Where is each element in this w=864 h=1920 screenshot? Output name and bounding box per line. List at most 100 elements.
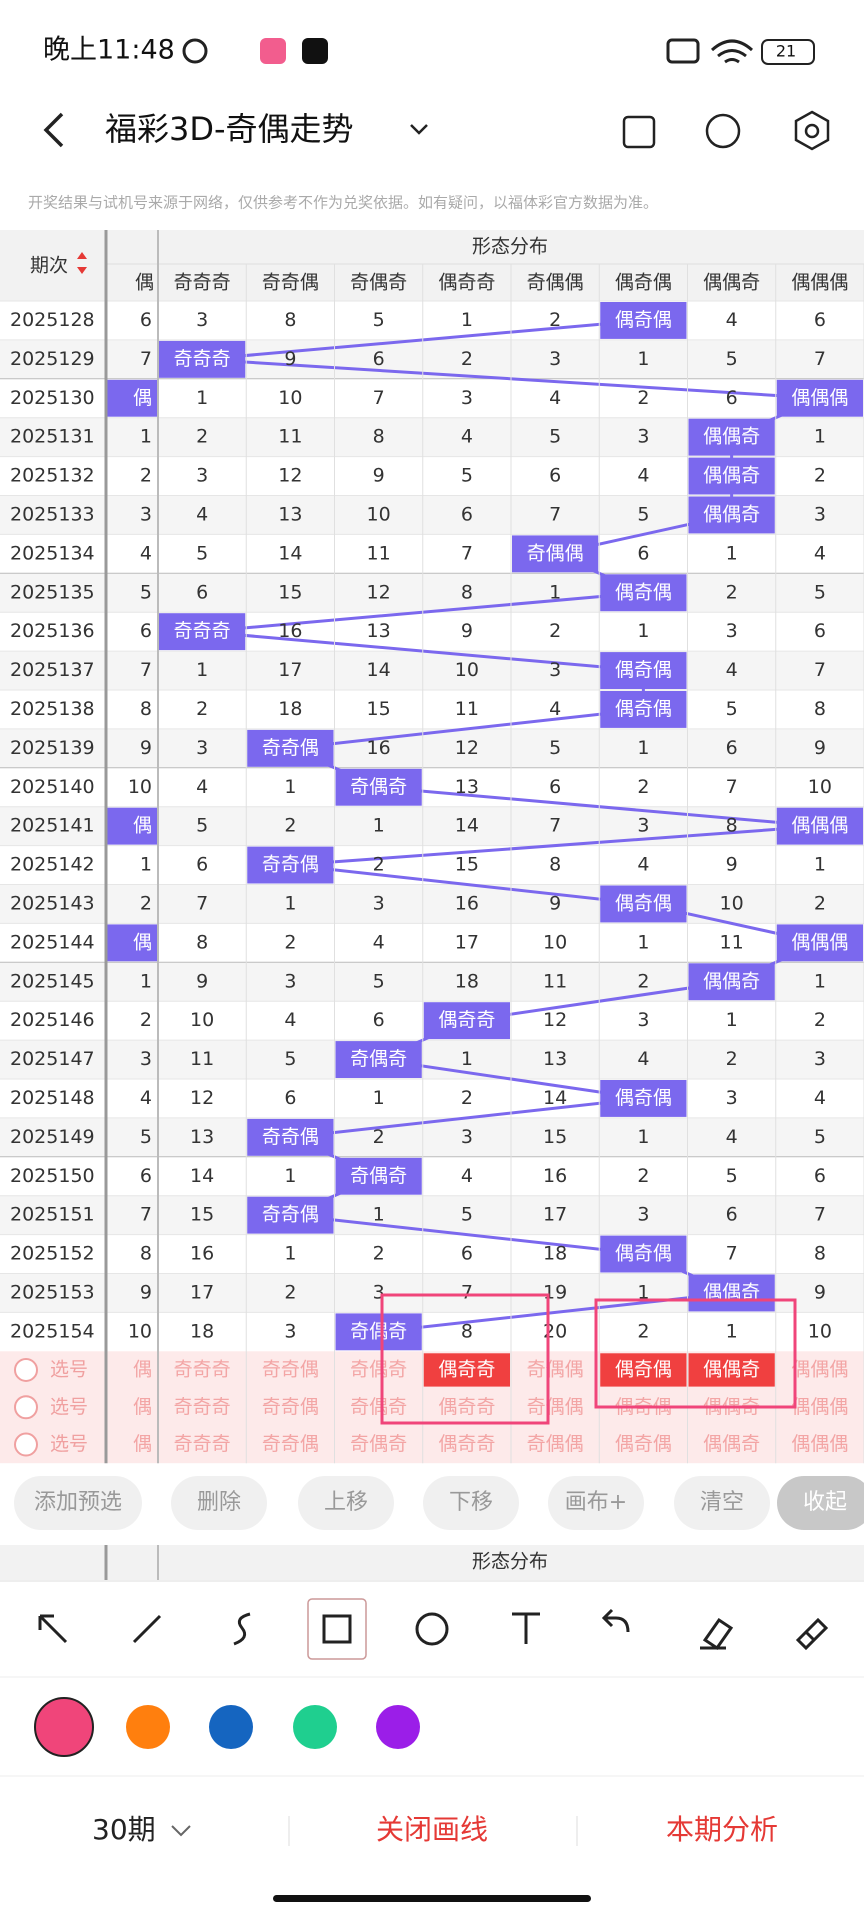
select-cell[interactable]: 偶奇偶	[615, 1433, 672, 1455]
title-dropdown[interactable]	[410, 124, 428, 135]
cell: 16	[543, 1165, 567, 1187]
cell: 2	[373, 1126, 385, 1148]
color-swatch[interactable]	[209, 1705, 253, 1749]
layout-button[interactable]	[622, 115, 656, 149]
select-cell[interactable]: 偶奇奇	[438, 1433, 495, 1455]
tool-undo[interactable]	[601, 1608, 630, 1633]
column-header: 偶偶奇	[703, 272, 760, 294]
tool-circle[interactable]	[415, 1612, 449, 1646]
settings-button[interactable]	[794, 110, 830, 151]
select-cell[interactable]: 奇偶奇	[350, 1396, 407, 1418]
cell: 7	[549, 815, 561, 837]
action-button[interactable]	[423, 1476, 519, 1530]
cell: 6	[140, 620, 152, 642]
action-button[interactable]	[548, 1476, 644, 1530]
color-swatch[interactable]	[376, 1705, 420, 1749]
action-label[interactable]: 收起	[803, 1490, 847, 1515]
select-cell[interactable]: 奇偶奇	[350, 1433, 407, 1455]
select-cell[interactable]: 奇偶奇	[350, 1358, 407, 1380]
select-cell[interactable]: 奇偶偶	[527, 1358, 584, 1380]
action-label[interactable]: 下移	[449, 1490, 493, 1515]
selected-cell[interactable]	[688, 1353, 775, 1387]
battery-icon	[761, 39, 815, 65]
select-cell[interactable]: 奇偶偶	[527, 1396, 584, 1418]
select-cell[interactable]: 偶偶偶	[791, 1396, 848, 1418]
analysis-button[interactable]: 本期分析	[666, 1813, 778, 1846]
action-label[interactable]: 删除	[197, 1490, 241, 1515]
tool-rect[interactable]	[322, 1614, 352, 1644]
color-swatch[interactable]	[34, 1697, 94, 1757]
cell: 2	[373, 1243, 385, 1265]
select-cell[interactable]: 奇奇偶	[262, 1358, 319, 1380]
tool-text[interactable]	[512, 1612, 540, 1644]
select-cell[interactable]: 奇奇奇	[174, 1396, 231, 1418]
hit-cell	[776, 379, 863, 417]
cell: 1	[814, 970, 826, 992]
cell: 7	[549, 503, 561, 525]
select-cell[interactable]: 偶	[133, 1396, 152, 1418]
action-label[interactable]: 添加预选	[34, 1490, 122, 1515]
selected-label[interactable]: 偶奇偶	[615, 1358, 672, 1380]
action-button[interactable]	[171, 1476, 267, 1530]
action-button[interactable]	[14, 1476, 142, 1530]
hit-label: 偶	[133, 815, 152, 837]
tool-curve[interactable]	[233, 1612, 251, 1646]
cell: 17	[190, 1281, 214, 1303]
action-button[interactable]	[674, 1476, 770, 1530]
selected-label[interactable]: 偶奇奇	[438, 1358, 495, 1380]
cell: 6	[140, 309, 152, 331]
select-cell[interactable]: 奇奇偶	[262, 1433, 319, 1455]
select-cell[interactable]: 偶偶偶	[791, 1358, 848, 1380]
column-header: 奇偶偶	[527, 272, 584, 294]
select-cell[interactable]: 偶	[133, 1433, 152, 1455]
tool-arrow[interactable]	[38, 1614, 68, 1644]
action-label[interactable]: 画布+	[565, 1490, 627, 1515]
hit-label: 偶奇偶	[615, 581, 672, 603]
action-button[interactable]	[298, 1476, 394, 1530]
cell: 8	[549, 854, 561, 876]
tool-line[interactable]	[132, 1614, 162, 1644]
select-cell[interactable]: 偶奇奇	[438, 1396, 495, 1418]
select-cell[interactable]: 偶偶偶	[791, 1433, 848, 1455]
cell: 14	[455, 815, 479, 837]
cell: 11	[278, 426, 302, 448]
period-select[interactable]: 30期	[92, 1813, 156, 1846]
action-label[interactable]: 上移	[324, 1490, 368, 1515]
cell: 5	[373, 970, 385, 992]
select-cell[interactable]: 奇偶偶	[527, 1433, 584, 1455]
tool-clear[interactable]	[795, 1617, 829, 1651]
selected-cell[interactable]	[600, 1353, 687, 1387]
cell: 7	[140, 1204, 152, 1226]
tool-eraser[interactable]	[700, 1617, 734, 1651]
select-cell[interactable]: 偶	[133, 1358, 152, 1380]
hit-cell	[600, 574, 687, 612]
cell: 1	[140, 970, 152, 992]
share-button[interactable]	[705, 113, 741, 149]
back-button[interactable]	[43, 112, 64, 148]
select-radio[interactable]	[14, 1432, 38, 1457]
cell: 10	[190, 1009, 214, 1031]
cell: 6	[373, 1009, 385, 1031]
select-radio[interactable]	[14, 1357, 38, 1382]
hit-label: 奇奇偶	[262, 737, 319, 759]
cell: 3	[637, 426, 649, 448]
selected-label[interactable]: 偶偶奇	[703, 1358, 760, 1380]
cell: 5	[549, 426, 561, 448]
select-cell[interactable]: 偶偶奇	[703, 1433, 760, 1455]
cell: 1	[637, 1281, 649, 1303]
select-cell[interactable]: 奇奇奇	[174, 1433, 231, 1455]
action-button[interactable]	[777, 1476, 864, 1530]
color-swatch[interactable]	[126, 1705, 170, 1749]
close-lines-button[interactable]: 关闭画线	[376, 1813, 488, 1846]
hit-label: 奇偶偶	[527, 542, 584, 564]
hit-cell	[688, 963, 775, 1001]
tool-selected-frame	[307, 1598, 367, 1660]
color-swatch[interactable]	[293, 1705, 337, 1749]
select-radio[interactable]	[14, 1395, 38, 1420]
select-cell[interactable]: 奇奇偶	[262, 1396, 319, 1418]
selected-cell[interactable]	[423, 1353, 510, 1387]
action-label[interactable]: 清空	[700, 1490, 744, 1515]
period: 2025130	[10, 387, 95, 409]
cell: 6	[814, 620, 826, 642]
select-cell[interactable]: 奇奇奇	[174, 1358, 231, 1380]
